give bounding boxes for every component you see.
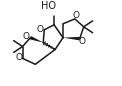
Text: O: O — [37, 25, 44, 34]
Polygon shape — [63, 37, 80, 40]
Text: HO: HO — [41, 1, 56, 11]
Text: O: O — [23, 32, 30, 41]
Text: O: O — [72, 11, 79, 20]
Text: O: O — [78, 37, 85, 46]
Text: O: O — [15, 53, 22, 62]
Polygon shape — [30, 36, 43, 43]
